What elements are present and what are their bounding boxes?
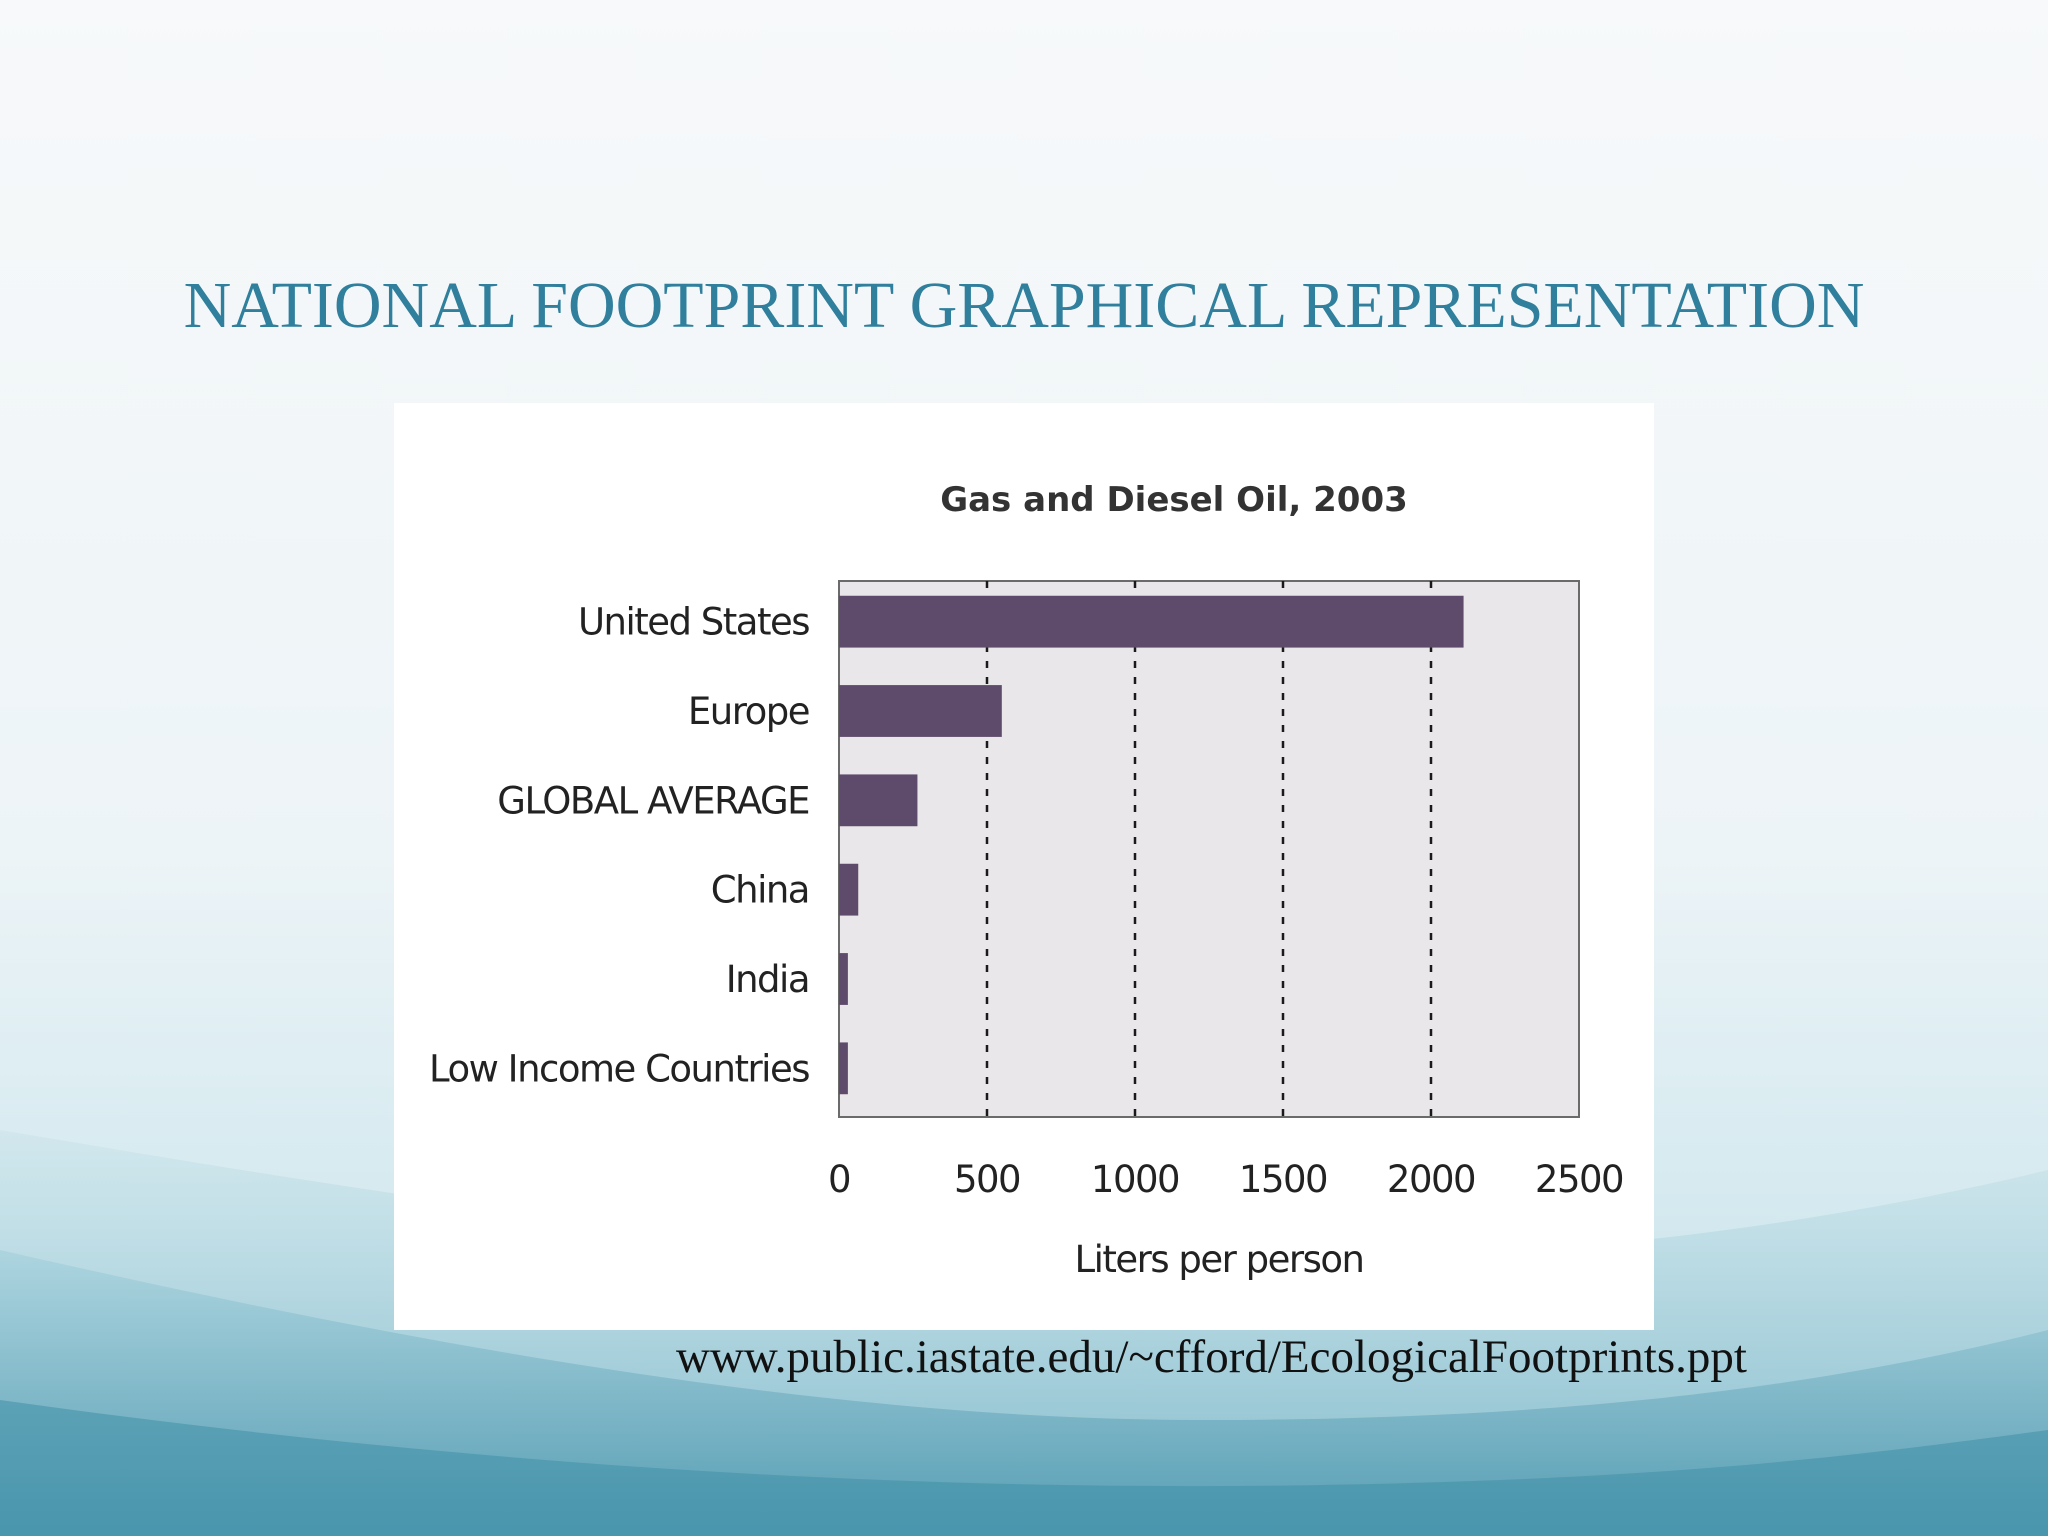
bar-china — [839, 863, 859, 916]
plot-area — [838, 580, 1580, 1118]
x-tick-label: 1000 — [1091, 1158, 1179, 1201]
bar-india — [839, 953, 848, 1005]
category-label: Low Income Countries — [429, 1047, 809, 1090]
category-label: United States — [578, 601, 809, 644]
chart-title: Gas and Diesel Oil, 2003 — [940, 480, 1408, 520]
bar-united-states — [839, 595, 1464, 648]
bar-europe — [839, 685, 1002, 737]
bar-chart: Gas and Diesel Oil, 2003 United States Eur… — [429, 480, 1625, 1281]
bar-global-average — [839, 774, 918, 827]
category-label: India — [726, 958, 809, 1001]
x-tick-label: 1500 — [1239, 1158, 1327, 1201]
slide-title: NATIONAL FOOTPRINT GRAPHICAL REPRESENTAT… — [183, 269, 1865, 342]
x-tick-label: 2000 — [1387, 1158, 1475, 1201]
x-tick-label: 500 — [954, 1158, 1020, 1201]
source-citation: www.public.iastate.edu/~cfford/Ecologica… — [676, 1331, 1747, 1383]
x-axis-label: Liters per person — [1075, 1238, 1364, 1281]
chart-panel: Gas and Diesel Oil, 2003 United States Eur… — [394, 403, 1654, 1330]
category-label: Europe — [688, 690, 809, 733]
category-label: China — [711, 869, 809, 912]
bar-low-income-countries — [839, 1042, 848, 1095]
x-tick-label: 0 — [828, 1158, 850, 1201]
category-label: GLOBAL AVERAGE — [497, 779, 809, 822]
x-tick-label: 2500 — [1535, 1158, 1623, 1201]
